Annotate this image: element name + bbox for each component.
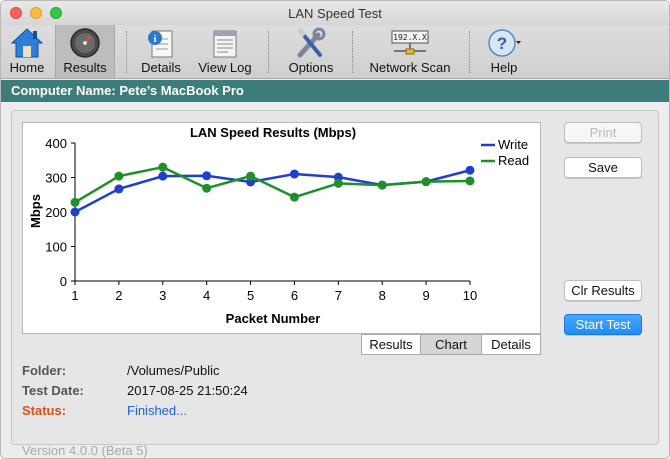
chart-x-tick-label: 1 (71, 288, 78, 303)
computer-name-text: Computer Name: Pete’s MacBook Pro (11, 83, 244, 98)
toolbar-separator (352, 31, 353, 73)
help-icon: ? (488, 29, 521, 57)
test-date-label: Test Date: (22, 383, 84, 398)
data-point-write (465, 165, 475, 175)
toolbar-help-button[interactable]: ? Help (479, 25, 529, 78)
toolbar: Home Results i Details (1, 25, 669, 79)
data-point-read (377, 180, 387, 190)
data-point-read (333, 178, 343, 188)
toolbar-results-button[interactable]: Results (55, 25, 115, 78)
chart-x-tick-label: 6 (291, 288, 298, 303)
data-point-read (158, 162, 168, 172)
data-point-read (289, 192, 299, 202)
legend-label: Read (498, 153, 529, 168)
chart-panel: LAN Speed Results (Mbps) Packet Number M… (22, 122, 541, 334)
toolbar-details-label: Details (141, 60, 181, 75)
chart-x-tick-label: 3 (159, 288, 166, 303)
chart-y-tick-label: 0 (60, 274, 67, 289)
minimize-window-button[interactable] (30, 7, 42, 19)
toolbar-view-log-label: View Log (198, 60, 252, 75)
clear-results-button[interactable]: Clr Results (564, 280, 642, 301)
chart-x-tick-label: 5 (247, 288, 254, 303)
data-point-write (202, 171, 212, 181)
svg-text:?: ? (497, 34, 507, 53)
toolbar-separator (268, 31, 269, 73)
toolbar-view-log-button[interactable]: View Log (194, 25, 256, 78)
chart-x-tick-label: 4 (203, 288, 210, 303)
print-button[interactable]: Print (564, 122, 642, 143)
window-title: LAN Speed Test (288, 6, 382, 21)
toolbar-separator (469, 31, 470, 73)
toolbar-network-scan-button[interactable]: 192.X.X Network Scan (363, 25, 457, 78)
chart-x-tick-label: 9 (422, 288, 429, 303)
speed-chart: LAN Speed Results (Mbps) Packet Number M… (28, 125, 529, 326)
toolbar-separator (126, 31, 127, 73)
computer-name-bar: Computer Name: Pete’s MacBook Pro (1, 80, 669, 102)
title-bar: LAN Speed Test (1, 1, 669, 25)
data-point-write (114, 184, 124, 194)
chart-y-tick-label: 100 (45, 240, 67, 255)
tab-chart[interactable]: Chart (421, 335, 481, 354)
chart-y-axis-label: Mbps (28, 194, 43, 228)
folder-value: /Volumes/Public (127, 363, 220, 378)
gauge-icon (70, 28, 100, 58)
tab-details[interactable]: Details (491, 337, 531, 352)
data-point-read (246, 171, 256, 181)
status-value: Finished... (127, 403, 187, 418)
close-window-button[interactable] (10, 7, 22, 19)
series-line-write (74, 169, 471, 214)
chart-x-tick-label: 2 (115, 288, 122, 303)
status-label: Status: (22, 403, 67, 418)
data-point-read (70, 197, 80, 207)
version-text: Version 4.0.0 (Beta 5) (22, 443, 148, 458)
folder-label: Folder: (22, 363, 67, 378)
chart-title: LAN Speed Results (Mbps) (190, 125, 356, 140)
series-line-read (74, 165, 471, 204)
svg-text:i: i (154, 34, 157, 45)
data-point-write (289, 169, 299, 179)
data-point-read (202, 183, 212, 193)
chart-x-axis-label: Packet Number (226, 311, 321, 326)
chart-y-tick-label: 400 (45, 136, 67, 151)
details-icon: i (148, 30, 173, 58)
ip-scan-icon: 192.X.X (391, 30, 429, 55)
save-button[interactable]: Save (564, 157, 642, 178)
chart-x-tick-label: 7 (335, 288, 342, 303)
chart-y-tick-label: 200 (45, 205, 67, 220)
chart-x-tick-label: 10 (463, 288, 477, 303)
home-icon (10, 28, 44, 58)
chart-series-group (70, 162, 475, 217)
data-point-write (158, 171, 168, 181)
tab-results[interactable]: Results (369, 337, 413, 352)
chart-x-tick-label: 8 (379, 288, 386, 303)
toolbar-network-scan-label: Network Scan (369, 60, 451, 75)
toolbar-home-button[interactable]: Home (5, 25, 49, 78)
toolbar-help-label: Help (490, 60, 518, 75)
data-point-write (333, 172, 343, 182)
ip-scan-text: 192.X.X (393, 33, 427, 42)
data-point-read (465, 176, 475, 186)
zoom-window-button[interactable] (50, 7, 62, 19)
log-icon (213, 30, 237, 58)
data-point-read (114, 171, 124, 181)
chart-y-tick-label: 300 (45, 171, 67, 186)
toolbar-home-label: Home (9, 60, 45, 75)
tools-icon (297, 27, 326, 58)
toolbar-options-button[interactable]: Options (283, 25, 339, 78)
data-point-write (70, 207, 80, 217)
toolbar-details-button[interactable]: i Details (136, 25, 186, 78)
chart-axes: 0 100 200 300 400 1 2 3 4 5 6 7 8 9 10 (45, 136, 477, 303)
tab-divider (481, 335, 482, 354)
view-tabs: Results Chart Details (361, 334, 541, 355)
test-date-value: 2017-08-25 21:50:24 (127, 383, 248, 398)
toolbar-options-label: Options (288, 60, 334, 75)
tab-divider (420, 335, 421, 354)
start-test-button[interactable]: Start Test (564, 314, 642, 335)
toolbar-results-label: Results (63, 60, 107, 75)
data-point-read (421, 177, 431, 187)
legend-label: Write (498, 137, 528, 152)
